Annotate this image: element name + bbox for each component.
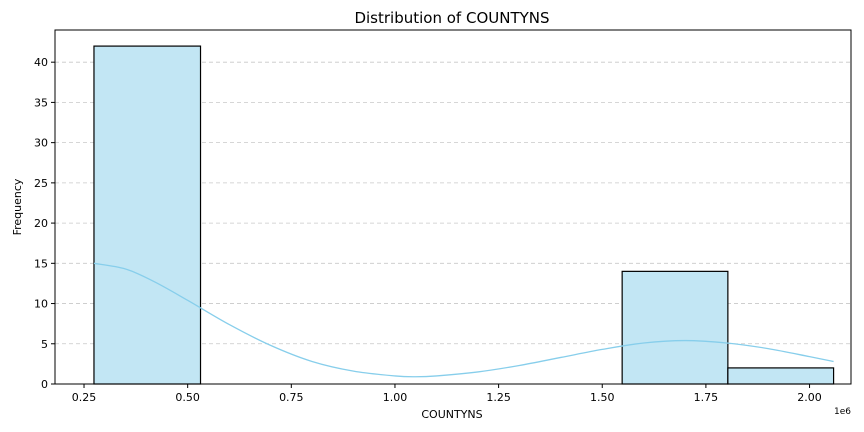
y-tick-label: 30 [34, 137, 48, 150]
x-tick-label: 1.50 [590, 391, 615, 404]
y-tick-label: 0 [41, 378, 48, 391]
y-tick-label: 35 [34, 96, 48, 109]
y-tick-label: 40 [34, 56, 48, 69]
y-axis-label: Frequency [11, 178, 24, 235]
y-axis-ticks: 0 5 10 15 20 25 30 35 40 [34, 56, 55, 391]
x-tick-label: 1.75 [694, 391, 719, 404]
x-axis-offset-label: 1e6 [834, 407, 851, 417]
x-tick-label: 0.75 [279, 391, 304, 404]
plot-frame [54, 29, 852, 385]
histogram-bar [621, 270, 729, 385]
x-tick-label: 1.25 [486, 391, 511, 404]
y-tick-label: 15 [34, 257, 48, 270]
histogram-bar [727, 367, 835, 385]
y-tick-label: 25 [34, 177, 48, 190]
kde-curve [93, 262, 834, 378]
x-tick-label: 2.00 [797, 391, 822, 404]
x-tick-label: 1.00 [383, 391, 408, 404]
x-axis-ticks: 0.25 0.50 0.75 1.00 1.25 1.50 1.75 2.00 [72, 384, 822, 404]
x-tick-label: 0.50 [175, 391, 200, 404]
histogram-bar [93, 45, 202, 385]
histogram-bars [93, 45, 835, 385]
x-tick-label: 0.25 [72, 391, 97, 404]
y-tick-label: 20 [34, 217, 48, 230]
x-axis-label: COUNTYNS [421, 408, 482, 421]
y-tick-label: 5 [41, 338, 48, 351]
y-tick-label: 10 [34, 298, 48, 311]
chart-title: Distribution of COUNTYNS [354, 9, 549, 27]
